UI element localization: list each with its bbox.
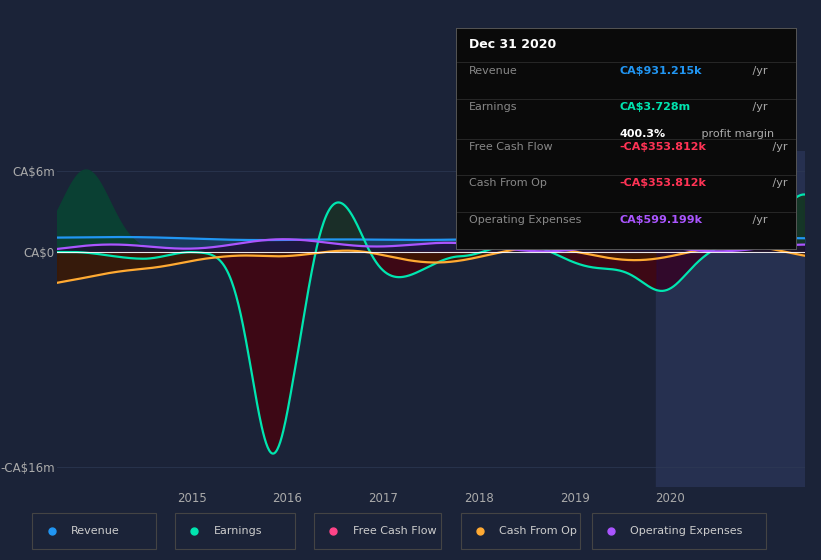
- Text: CA$599.199k: CA$599.199k: [619, 215, 702, 225]
- Text: -CA$353.812k: -CA$353.812k: [619, 142, 706, 152]
- Text: Revenue: Revenue: [470, 66, 518, 76]
- Text: -CA$353.812k: -CA$353.812k: [619, 179, 706, 188]
- Text: /yr: /yr: [749, 102, 767, 112]
- Text: CA$3.728m: CA$3.728m: [619, 102, 690, 112]
- Text: /yr: /yr: [749, 215, 767, 225]
- Text: Dec 31 2020: Dec 31 2020: [470, 38, 557, 51]
- Text: Cash From Op: Cash From Op: [499, 526, 577, 535]
- Text: Free Cash Flow: Free Cash Flow: [353, 526, 436, 535]
- Text: /yr: /yr: [749, 66, 767, 76]
- Text: Cash From Op: Cash From Op: [470, 179, 547, 188]
- Text: 400.3%: 400.3%: [619, 129, 665, 139]
- Text: Operating Expenses: Operating Expenses: [470, 215, 581, 225]
- Text: CA$931.215k: CA$931.215k: [619, 66, 702, 76]
- Text: /yr: /yr: [769, 179, 787, 188]
- Text: Earnings: Earnings: [213, 526, 262, 535]
- Bar: [656, 151, 805, 487]
- Text: Operating Expenses: Operating Expenses: [631, 526, 743, 535]
- Text: Revenue: Revenue: [71, 526, 120, 535]
- Text: /yr: /yr: [769, 142, 787, 152]
- Text: Free Cash Flow: Free Cash Flow: [470, 142, 553, 152]
- Text: Earnings: Earnings: [470, 102, 518, 112]
- Text: profit margin: profit margin: [698, 129, 773, 139]
